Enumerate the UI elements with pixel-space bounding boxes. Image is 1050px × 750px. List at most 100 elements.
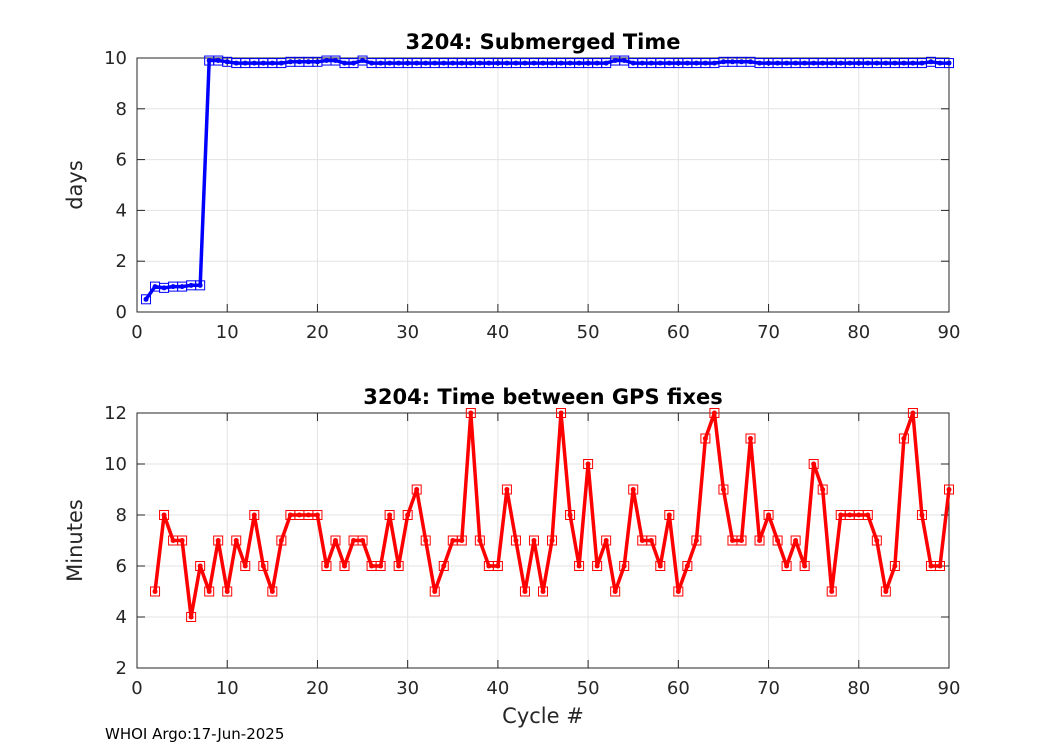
data-point-dot <box>558 60 564 66</box>
data-point-dot <box>567 60 573 66</box>
data-point-dot <box>675 589 681 594</box>
data-point-dot <box>919 60 925 66</box>
x-tick-label: 80 <box>847 678 870 699</box>
x-tick-label: 70 <box>757 322 780 343</box>
x-tick-label: 30 <box>396 322 419 343</box>
data-point-marker <box>150 586 161 597</box>
data-point-marker <box>213 535 224 546</box>
data-point-dot <box>152 589 158 594</box>
x-tick-label: 10 <box>216 678 239 699</box>
data-point-marker <box>718 484 729 495</box>
data-point-marker <box>944 58 954 69</box>
data-point-dot <box>495 563 501 569</box>
data-point-marker <box>817 484 828 495</box>
data-point-dot <box>378 60 384 66</box>
data-point-dot <box>459 538 465 543</box>
data-point-marker <box>907 408 918 418</box>
data-point-dot <box>738 538 744 543</box>
x-tick-label: 60 <box>667 322 690 343</box>
data-point-dot <box>305 512 311 518</box>
data-point-marker <box>628 484 639 495</box>
data-point-dot <box>720 59 726 65</box>
data-point-dot <box>738 59 744 65</box>
data-point-dot <box>811 60 817 66</box>
data-point-marker <box>619 561 630 571</box>
data-point-dot <box>639 538 645 543</box>
data-point-dot <box>432 589 438 594</box>
x-tick-label: 0 <box>131 322 142 343</box>
data-point-dot <box>811 461 817 467</box>
data-point-dot <box>820 487 826 492</box>
data-point-dot <box>396 563 402 569</box>
data-point-dot <box>621 58 627 64</box>
data-point-dot <box>919 512 925 518</box>
x-tick-label: 90 <box>938 678 961 699</box>
data-point-dot <box>892 60 898 66</box>
data-point-dot <box>305 59 311 65</box>
data-point-dot <box>874 60 880 66</box>
data-point-marker <box>916 510 927 520</box>
data-point-marker <box>177 535 188 546</box>
data-point-dot <box>260 563 266 569</box>
data-point-dot <box>477 60 483 66</box>
data-point-dot <box>910 60 916 66</box>
axes-box <box>136 57 950 313</box>
data-point-dot <box>314 512 320 518</box>
data-point-dot <box>233 60 239 66</box>
data-point-dot <box>450 60 456 66</box>
data-point-dot <box>549 538 555 543</box>
data-point-dot <box>603 538 609 543</box>
data-point-dot <box>215 538 221 543</box>
data-point-marker <box>574 561 585 571</box>
data-point-dot <box>323 563 329 569</box>
data-point-dot <box>865 60 871 66</box>
data-point-marker <box>321 561 332 571</box>
x-tick-label: 60 <box>667 678 690 699</box>
data-point-dot <box>450 538 456 543</box>
data-point-dot <box>495 60 501 66</box>
data-point-marker <box>808 459 819 469</box>
plot-area <box>137 413 949 668</box>
data-point-marker <box>880 586 891 597</box>
data-point-dot <box>892 563 898 569</box>
data-point-marker <box>141 294 152 305</box>
data-point-marker <box>944 484 954 495</box>
chart-title: 3204: Submerged Time <box>405 30 680 54</box>
data-point-dot <box>161 285 167 291</box>
data-point-marker <box>510 535 521 546</box>
data-point-dot <box>369 563 375 569</box>
data-point-marker <box>790 535 801 546</box>
data-point-dot <box>585 461 591 467</box>
data-point-dot <box>630 60 636 66</box>
data-point-marker <box>195 280 206 291</box>
data-point-marker <box>898 433 909 444</box>
data-point-marker <box>312 510 323 520</box>
data-point-dot <box>883 60 889 66</box>
plot-area <box>137 58 949 312</box>
data-point-dot <box>224 589 230 594</box>
chart-title: 3204: Time between GPS fixes <box>363 385 723 409</box>
data-point-marker <box>267 586 278 597</box>
data-point-dot <box>657 60 663 66</box>
data-point-dot <box>504 487 510 492</box>
data-point-dot <box>269 60 275 66</box>
data-point-dot <box>684 60 690 66</box>
data-point-marker <box>195 561 206 571</box>
data-point-dot <box>351 538 357 543</box>
data-point-marker <box>673 586 684 597</box>
data-point-dot <box>757 538 763 543</box>
data-point-dot <box>937 563 943 569</box>
data-point-marker <box>655 561 666 571</box>
data-point-marker <box>492 561 503 571</box>
x-tick-label: 20 <box>306 678 329 699</box>
data-point-dot <box>838 60 844 66</box>
data-point-marker <box>339 561 350 571</box>
data-point-marker <box>411 484 422 495</box>
data-point-marker <box>547 535 558 546</box>
data-point-dot <box>170 538 176 543</box>
data-point-dot <box>342 60 348 66</box>
data-point-dot <box>278 60 284 66</box>
data-point-marker <box>240 561 251 571</box>
data-point-dot <box>260 60 266 66</box>
data-point-dot <box>378 563 384 569</box>
